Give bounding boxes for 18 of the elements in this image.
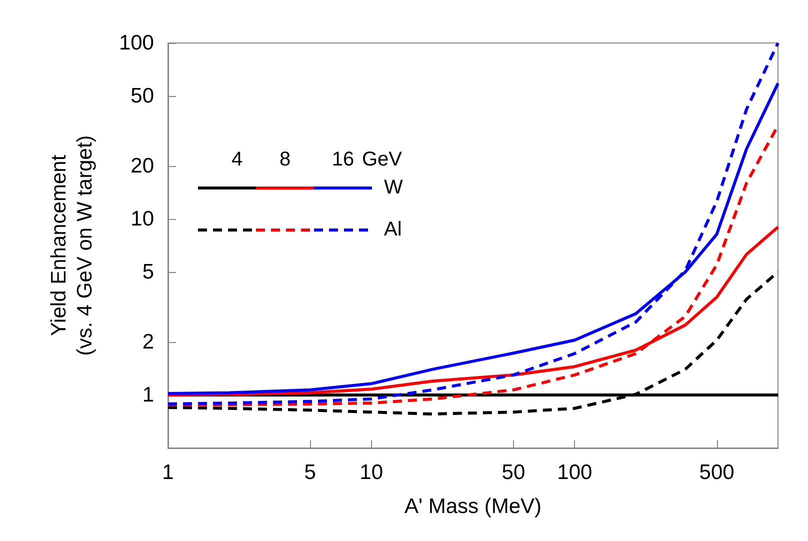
x-axis-title: A' Mass (MeV): [404, 495, 542, 518]
y-tick-label: 2: [142, 330, 154, 354]
y-tick-label: 20: [130, 154, 154, 178]
y-axis-title: Yield Enhancement (vs. 4 GeV on W target): [48, 135, 96, 356]
x-tick-label: 5: [304, 461, 316, 484]
x-tick-label: 500: [699, 461, 734, 484]
y-tick-label: 100: [118, 32, 154, 54]
annotation: Al: [384, 218, 402, 240]
y-tick-label: 1: [142, 384, 154, 407]
y-tick-label: 10: [130, 208, 154, 231]
text: 4 8 16 GeV: [231, 148, 402, 170]
y-tick-label: 5: [142, 260, 154, 284]
annotation: W: [384, 176, 403, 198]
x-tick-label: 50: [502, 461, 526, 484]
x-tick-label: 1: [162, 461, 174, 484]
x-tick-label: 100: [557, 461, 592, 484]
x-tick-label: 10: [360, 461, 384, 484]
y-tick-label: 50: [130, 84, 154, 108]
